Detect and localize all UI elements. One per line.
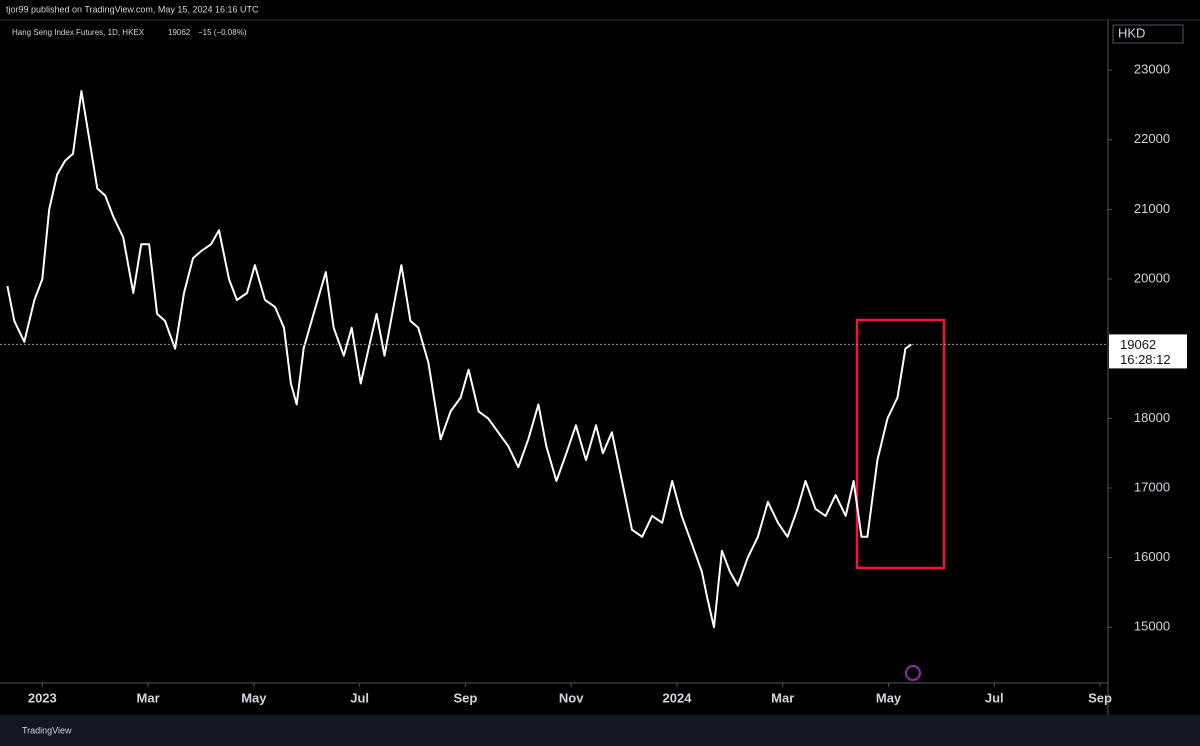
x-tick-label: 2024 <box>663 690 693 705</box>
x-tick-label: Mar <box>137 690 160 705</box>
y-tick-label: 18000 <box>1134 410 1170 425</box>
legend-change: −15 (−0.08%) <box>198 28 247 37</box>
y-tick-label: 22000 <box>1134 131 1170 146</box>
footer-brand: TradingView <box>22 725 72 735</box>
x-tick-label: Jul <box>350 690 369 705</box>
x-tick-label: May <box>241 690 267 705</box>
y-tick-label: 16000 <box>1134 549 1170 564</box>
y-tick-label: 17000 <box>1134 479 1170 494</box>
x-tick-label: Sep <box>1088 690 1112 705</box>
footer-bar <box>0 715 1200 746</box>
y-tick-label: 21000 <box>1134 201 1170 216</box>
last-price-box <box>1109 334 1187 369</box>
y-tick-label: 20000 <box>1134 271 1170 286</box>
byline: tjor99 published on TradingView.com, May… <box>6 4 259 14</box>
legend-series: Hang Seng Index Futures, 1D, HKEX <box>12 28 145 37</box>
currency-box[interactable] <box>1112 24 1184 44</box>
event-icon[interactable] <box>905 665 921 681</box>
x-tick-label: 2023 <box>28 690 57 705</box>
legend-value: 19062 <box>168 28 191 37</box>
countdown-label: 16:28:12 <box>1120 352 1171 367</box>
x-tick-label: May <box>876 690 902 705</box>
last-price-label: 19062 <box>1120 337 1156 352</box>
x-tick-label: Sep <box>453 690 477 705</box>
y-tick-label: 15000 <box>1134 619 1170 634</box>
y-tick-label: 23000 <box>1134 62 1170 77</box>
x-tick-label: Nov <box>559 690 584 705</box>
x-tick-label: Mar <box>771 690 794 705</box>
currency: HKD <box>1118 25 1145 40</box>
highlight-box <box>855 318 946 570</box>
price-line <box>6 90 912 629</box>
x-tick-label: Jul <box>985 690 1004 705</box>
